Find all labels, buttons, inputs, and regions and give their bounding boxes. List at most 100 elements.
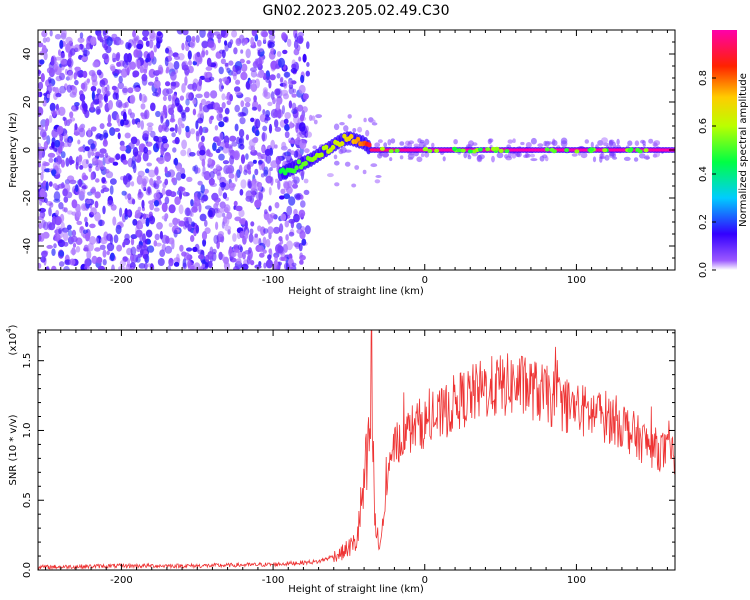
- noise-blob: [85, 221, 89, 227]
- noise-blob: [161, 122, 169, 131]
- noise-blob: [238, 138, 243, 144]
- noise-blob: [294, 33, 298, 42]
- ridge-point: [355, 136, 361, 142]
- noise-blob: [313, 119, 318, 125]
- colorbar: 0.0 0.2 0.4 0.6 0.8 Normalized spectral ampl…: [698, 30, 749, 278]
- noise-blob: [188, 262, 195, 270]
- snr-series-line: [38, 330, 675, 570]
- noise-blob: [389, 157, 393, 162]
- noise-blob: [233, 244, 240, 251]
- noise-blob: [142, 233, 146, 243]
- noise-blob: [612, 141, 616, 149]
- noise-blob: [472, 142, 478, 146]
- noise-blob: [42, 231, 50, 239]
- x-tick-label: 0: [422, 575, 428, 586]
- noise-blob: [130, 237, 135, 246]
- noise-blob: [67, 229, 73, 237]
- noise-blob: [222, 116, 228, 123]
- noise-blob: [127, 193, 132, 201]
- noise-blob: [79, 165, 84, 170]
- noise-blob: [478, 154, 485, 160]
- noise-blob: [91, 90, 95, 101]
- ridge-fleck: [589, 147, 595, 152]
- noise-blob: [213, 31, 221, 36]
- noise-blob: [81, 100, 86, 109]
- noise-blob: [89, 223, 96, 229]
- noise-blob: [60, 151, 66, 159]
- noise-blob: [333, 154, 338, 160]
- noise-blob: [239, 189, 244, 196]
- noise-blob: [130, 253, 134, 263]
- noise-blob: [62, 116, 66, 121]
- noise-blob: [218, 82, 224, 92]
- noise-blob: [264, 148, 271, 156]
- noise-blob: [279, 223, 284, 234]
- noise-blob: [213, 197, 221, 203]
- y-tick-label: -40: [22, 238, 33, 254]
- noise-blob: [87, 191, 93, 196]
- noise-blob: [164, 245, 173, 254]
- noise-blob: [46, 244, 53, 249]
- noise-blob: [78, 178, 83, 187]
- x-tick-label: -100: [262, 575, 285, 586]
- noise-blob: [38, 207, 46, 213]
- noise-blob: [123, 111, 127, 122]
- noise-blob: [109, 252, 115, 261]
- noise-blob: [127, 174, 133, 181]
- noise-blob: [156, 175, 161, 181]
- noise-blob: [262, 109, 266, 115]
- noise-blob: [90, 207, 97, 216]
- noise-blob: [169, 127, 175, 132]
- noise-blob: [68, 155, 73, 166]
- noise-blob: [79, 188, 86, 196]
- spectrogram-y-label: Frequency (Hz): [8, 112, 19, 188]
- noise-blob: [263, 166, 269, 175]
- noise-blob: [189, 210, 193, 217]
- noise-blob: [71, 247, 76, 256]
- noise-blob: [302, 93, 309, 100]
- noise-blob: [238, 129, 245, 138]
- noise-blob: [284, 123, 290, 132]
- noise-blob: [76, 220, 83, 226]
- noise-blob: [347, 114, 352, 119]
- noise-blob: [147, 186, 151, 195]
- noise-blob: [228, 60, 234, 66]
- noise-blob: [90, 143, 96, 150]
- noise-blob: [136, 244, 143, 250]
- noise-blob: [409, 152, 415, 156]
- noise-blob: [104, 168, 110, 174]
- noise-blob: [112, 216, 117, 226]
- noise-blob: [612, 156, 618, 160]
- noise-blob: [244, 97, 252, 103]
- noise-blob: [292, 183, 298, 189]
- noise-blob: [267, 101, 273, 107]
- noise-blob: [185, 44, 190, 52]
- noise-blob: [87, 242, 94, 252]
- noise-blob: [298, 122, 306, 132]
- noise-blob: [233, 200, 238, 207]
- noise-blob: [233, 150, 240, 161]
- noise-blob: [191, 206, 198, 213]
- x-tick-label: -200: [110, 275, 133, 286]
- noise-blob: [279, 78, 283, 83]
- noise-blob: [190, 235, 195, 242]
- snr-y-label: SNR (10 * v/v): [8, 414, 19, 485]
- noise-blob: [231, 30, 238, 38]
- noise-blob: [44, 197, 48, 203]
- noise-blob: [300, 200, 306, 208]
- noise-blob: [160, 146, 165, 156]
- noise-blob: [67, 175, 75, 182]
- noise-blob: [153, 44, 158, 53]
- noise-blob: [171, 132, 176, 138]
- noise-blob: [180, 173, 186, 180]
- noise-blob: [232, 233, 237, 242]
- noise-blob: [149, 203, 155, 211]
- noise-blob: [203, 188, 209, 194]
- noise-blob: [138, 222, 144, 230]
- noise-blob: [249, 260, 255, 266]
- noise-blob: [132, 70, 140, 78]
- colorbar-tick-label: 0.6: [698, 118, 709, 134]
- snr-marks: [38, 330, 675, 570]
- noise-blob: [55, 103, 60, 111]
- noise-blob: [59, 39, 64, 49]
